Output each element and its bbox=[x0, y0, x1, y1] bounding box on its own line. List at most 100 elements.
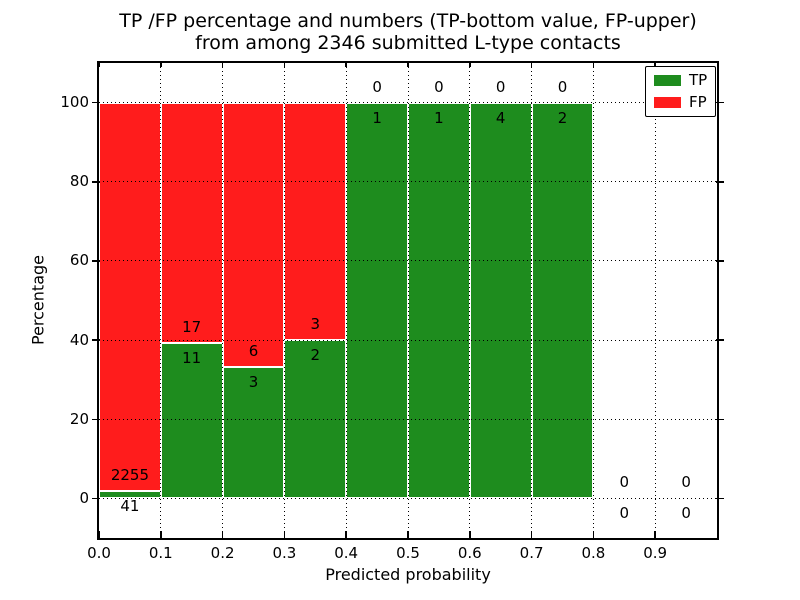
y-tick-left bbox=[92, 181, 100, 183]
tp-count-label-3: 2 bbox=[310, 346, 321, 365]
grid-line-y bbox=[99, 497, 717, 499]
x-tick-bottom bbox=[221, 531, 224, 539]
fp-count-label-5: 0 bbox=[434, 77, 444, 96]
fp-count-label-7: 0 bbox=[557, 77, 568, 96]
x-tick-bottom bbox=[592, 531, 595, 539]
legend-item-tp: TP bbox=[654, 73, 707, 88]
x-tick-label: 0.9 bbox=[643, 544, 668, 562]
x-tick-top bbox=[469, 62, 471, 67]
x-tick-top bbox=[530, 62, 533, 67]
y-tick-label: 40 bbox=[69, 330, 89, 349]
x-tick-top bbox=[283, 62, 286, 67]
grid-line-y bbox=[99, 418, 717, 420]
x-tick-bottom bbox=[283, 531, 286, 539]
tp-count-label-9: 0 bbox=[681, 504, 691, 523]
x-tick-top bbox=[407, 62, 409, 67]
y-tick-right bbox=[716, 181, 724, 183]
fp-count-label-8: 0 bbox=[619, 473, 630, 492]
x-tick-label: 0.5 bbox=[396, 544, 420, 562]
grid-line-x bbox=[345, 63, 347, 538]
chart-title-line1: TP /FP percentage and numbers (TP-bottom… bbox=[119, 10, 697, 32]
x-tick-top bbox=[592, 62, 595, 67]
x-tick-label: 0.1 bbox=[148, 544, 173, 562]
y-tick-right bbox=[716, 418, 724, 420]
grid-line-y bbox=[99, 260, 717, 262]
y-tick-label: 100 bbox=[60, 93, 89, 112]
bar-tp-5 bbox=[408, 102, 470, 499]
y-tick-left bbox=[92, 101, 100, 104]
x-tick-top bbox=[345, 62, 347, 67]
fp-count-label-2: 6 bbox=[248, 341, 259, 360]
x-tick-bottom bbox=[98, 531, 100, 539]
x-tick-top bbox=[98, 62, 100, 67]
legend-label-tp: TP bbox=[689, 71, 708, 89]
y-tick-label: 60 bbox=[69, 251, 89, 270]
tp-count-label-7: 2 bbox=[557, 108, 568, 127]
legend: TP FP bbox=[645, 66, 717, 117]
bar-fp-0 bbox=[99, 102, 161, 492]
tp-count-label-0: 41 bbox=[120, 497, 140, 516]
y-tick-label: 80 bbox=[69, 172, 89, 191]
tp-count-label-1: 11 bbox=[182, 348, 202, 367]
y-tick-label: 20 bbox=[69, 409, 89, 428]
fp-count-label-0: 2255 bbox=[110, 466, 149, 485]
x-tick-label: 0.0 bbox=[87, 544, 111, 562]
fp-count-label-3: 3 bbox=[310, 315, 321, 334]
grid-line-x bbox=[531, 63, 533, 538]
bar-tp-6 bbox=[469, 102, 532, 499]
y-tick-left bbox=[92, 497, 100, 500]
grid-line-x bbox=[654, 63, 656, 538]
x-tick-bottom bbox=[530, 531, 533, 539]
y-tick-left bbox=[92, 260, 100, 262]
legend-item-fp: FP bbox=[654, 95, 707, 110]
bar-tp-7 bbox=[531, 102, 594, 499]
legend-swatch-tp bbox=[654, 75, 681, 86]
x-tick-bottom bbox=[345, 531, 347, 539]
grid-line-y bbox=[99, 181, 717, 183]
grid-line-x bbox=[407, 63, 409, 538]
x-tick-label: 0.7 bbox=[519, 544, 544, 562]
x-tick-label: 0.4 bbox=[334, 544, 359, 562]
x-tick-top bbox=[654, 62, 656, 67]
x-tick-top bbox=[221, 62, 224, 67]
plot-inner: Percentage Predicted probability TP FP 0… bbox=[29, 62, 724, 584]
tp-count-label-6: 4 bbox=[495, 108, 506, 127]
y-tick-right bbox=[716, 101, 724, 104]
x-tick-label: 0.6 bbox=[457, 544, 482, 562]
fp-count-label-4: 0 bbox=[372, 77, 382, 96]
x-axis-label: Predicted probability bbox=[325, 565, 491, 584]
bar-tp-4 bbox=[346, 102, 408, 499]
x-tick-bottom bbox=[407, 531, 409, 539]
legend-label-fp: FP bbox=[689, 93, 707, 111]
grid-line-x bbox=[160, 63, 162, 538]
bar-fp-3 bbox=[284, 102, 347, 341]
chart-title: TP /FP percentage and numbers (TP-bottom… bbox=[97, 10, 719, 54]
y-tick-right bbox=[716, 260, 724, 262]
y-tick-right bbox=[716, 497, 724, 500]
x-tick-bottom bbox=[654, 531, 656, 539]
tp-count-label-8: 0 bbox=[619, 504, 630, 523]
x-tick-bottom bbox=[160, 531, 162, 539]
chart-title-line2: from among 2346 submitted L-type contact… bbox=[195, 32, 621, 54]
grid-line-x bbox=[469, 63, 471, 538]
grid-line-x bbox=[592, 63, 594, 538]
tp-count-label-2: 3 bbox=[248, 372, 259, 391]
x-tick-label: 0.2 bbox=[210, 544, 235, 562]
x-tick-label: 0.3 bbox=[272, 544, 297, 562]
fp-count-label-9: 0 bbox=[681, 473, 691, 492]
tp-count-label-4: 1 bbox=[372, 108, 382, 127]
x-tick-bottom bbox=[469, 531, 471, 539]
y-tick-left bbox=[92, 339, 100, 341]
grid-line-x bbox=[283, 63, 285, 538]
y-tick-left bbox=[92, 418, 100, 420]
x-tick-label: 0.8 bbox=[581, 544, 606, 562]
grid-line-y bbox=[99, 339, 717, 341]
bar-fp-1 bbox=[160, 102, 223, 343]
grid-line-x bbox=[222, 63, 224, 538]
plot-area: Percentage Predicted probability TP FP 0… bbox=[29, 61, 724, 584]
y-tick-right bbox=[716, 339, 724, 341]
fp-count-label-1: 17 bbox=[182, 317, 202, 336]
y-tick-label: 0 bbox=[79, 488, 89, 507]
x-tick-top bbox=[160, 62, 162, 67]
